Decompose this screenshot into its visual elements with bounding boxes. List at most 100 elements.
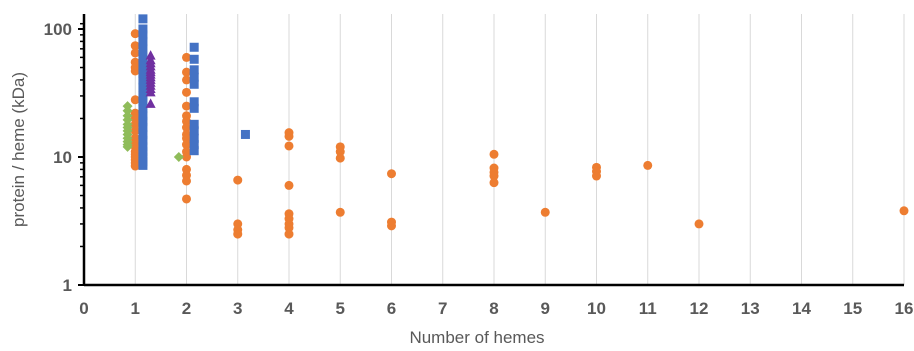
point-square bbox=[138, 103, 148, 113]
point-square bbox=[138, 68, 148, 78]
point-circle bbox=[284, 223, 294, 233]
point-circle bbox=[182, 67, 191, 77]
point-circle bbox=[335, 153, 345, 163]
point-circle bbox=[899, 206, 909, 216]
point-circle bbox=[182, 101, 191, 111]
x-tick-label-11: 11 bbox=[639, 299, 657, 318]
point-square bbox=[138, 75, 148, 85]
x-tick-label-12: 12 bbox=[690, 299, 709, 318]
x-tick-label-15: 15 bbox=[843, 299, 862, 318]
point-square bbox=[189, 146, 199, 156]
x-tick-label-14: 14 bbox=[792, 299, 811, 318]
point-square bbox=[189, 103, 199, 113]
point-circle bbox=[182, 116, 191, 126]
data-points bbox=[122, 14, 909, 239]
point-circle bbox=[284, 180, 294, 190]
point-circle bbox=[489, 171, 499, 181]
point-circle bbox=[233, 229, 243, 239]
point-square bbox=[138, 14, 148, 24]
point-square bbox=[189, 54, 199, 64]
point-square bbox=[138, 160, 148, 170]
x-tick-label-1: 1 bbox=[131, 299, 140, 318]
point-square bbox=[138, 123, 148, 133]
point-circle bbox=[540, 207, 550, 217]
x-tick-label-13: 13 bbox=[741, 299, 760, 318]
series-diamond bbox=[122, 101, 184, 162]
point-circle bbox=[284, 229, 294, 239]
point-circle bbox=[182, 123, 191, 133]
point-circle bbox=[182, 133, 191, 143]
point-square bbox=[189, 119, 199, 129]
point-circle bbox=[130, 119, 140, 129]
point-circle bbox=[387, 169, 396, 179]
point-circle bbox=[284, 141, 294, 151]
point-circle bbox=[489, 149, 499, 159]
series-circle bbox=[130, 29, 909, 239]
series-square bbox=[138, 14, 250, 170]
series-triangle bbox=[145, 50, 156, 108]
point-square bbox=[138, 30, 148, 40]
axes bbox=[78, 14, 904, 287]
point-square bbox=[138, 142, 148, 152]
point-circle bbox=[335, 147, 345, 157]
point-square bbox=[138, 52, 148, 62]
point-circle bbox=[130, 161, 140, 171]
gridlines bbox=[134, 14, 905, 285]
x-tick-label-9: 9 bbox=[541, 299, 550, 318]
point-circle bbox=[130, 126, 140, 136]
point-circle bbox=[130, 95, 140, 105]
point-square bbox=[189, 97, 199, 107]
y-tick-label-100: 100 bbox=[44, 20, 72, 39]
point-circle bbox=[182, 75, 191, 85]
point-diamond bbox=[122, 105, 133, 116]
point-square bbox=[189, 42, 199, 52]
point-circle bbox=[489, 178, 499, 188]
point-square bbox=[138, 36, 148, 46]
x-tick-label-2: 2 bbox=[182, 299, 191, 318]
point-square bbox=[138, 111, 148, 121]
point-square bbox=[189, 126, 199, 136]
point-square bbox=[138, 152, 148, 162]
point-circle bbox=[182, 52, 191, 62]
point-circle bbox=[182, 140, 191, 150]
point-square bbox=[138, 24, 148, 34]
point-circle bbox=[130, 41, 140, 51]
x-tick-label-3: 3 bbox=[233, 299, 242, 318]
point-circle bbox=[643, 160, 653, 170]
point-square bbox=[138, 116, 148, 126]
x-tick-label-16: 16 bbox=[895, 299, 914, 318]
x-tick-label-10: 10 bbox=[587, 299, 606, 318]
point-circle bbox=[130, 29, 140, 39]
x-tick-label-8: 8 bbox=[489, 299, 498, 318]
point-square bbox=[189, 72, 199, 82]
point-circle bbox=[130, 48, 140, 58]
y-tick-label-1: 1 bbox=[63, 276, 72, 295]
point-square bbox=[189, 133, 199, 143]
point-circle bbox=[233, 175, 243, 185]
point-circle bbox=[182, 176, 191, 186]
point-square bbox=[138, 60, 148, 70]
point-diamond bbox=[122, 141, 133, 152]
x-tick-label-7: 7 bbox=[438, 299, 447, 318]
point-square bbox=[138, 44, 148, 54]
point-square bbox=[138, 147, 148, 157]
point-square bbox=[189, 79, 199, 89]
point-circle bbox=[335, 207, 345, 217]
x-axis-title: Number of hemes bbox=[409, 328, 544, 347]
point-circle bbox=[284, 131, 294, 141]
x-tick-label-0: 0 bbox=[79, 299, 88, 318]
point-circle bbox=[387, 221, 396, 231]
point-circle bbox=[694, 219, 704, 229]
point-circle bbox=[592, 171, 601, 181]
point-circle bbox=[182, 194, 191, 204]
y-axis-title: protein / heme (kDa) bbox=[9, 72, 28, 227]
point-diamond bbox=[173, 152, 184, 162]
x-tick-label-4: 4 bbox=[284, 299, 294, 318]
point-circle bbox=[182, 87, 191, 97]
point-square bbox=[189, 65, 199, 75]
point-square bbox=[138, 135, 148, 145]
point-square bbox=[240, 129, 250, 139]
point-triangle bbox=[145, 86, 156, 97]
